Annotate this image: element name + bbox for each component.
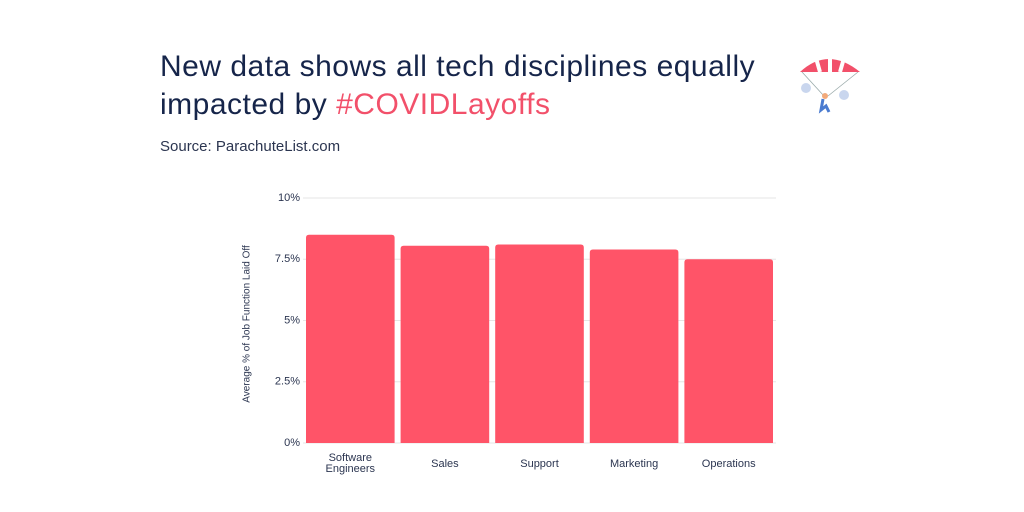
y-tick-label: 7.5%: [275, 253, 300, 265]
y-tick-label: 2.5%: [275, 376, 300, 388]
x-tick-label: Support: [520, 457, 559, 470]
y-tick-label: 5%: [284, 314, 300, 326]
x-tick-label: Marketing: [609, 457, 659, 470]
y-tick-label: 10%: [278, 192, 300, 204]
title-hashtag: #COVIDLayoffs: [336, 88, 551, 121]
x-tick-label: Sales: [431, 457, 459, 470]
bar: [589, 249, 679, 443]
chart-title: New data shows all tech disciplines equa…: [160, 48, 800, 124]
x-tick-label: Software Engineers: [325, 452, 376, 475]
y-tick-label: 0%: [284, 437, 300, 449]
bar: [495, 244, 584, 443]
bar: [400, 245, 490, 443]
parachute-icon: [800, 54, 860, 114]
y-axis-label: Average % of Job Function Laid Off: [242, 245, 253, 403]
title-text: New data shows all tech disciplines equa…: [160, 50, 756, 121]
source: Source: ParachuteList.com: [160, 138, 341, 155]
bar: [306, 234, 395, 443]
bar: [684, 259, 773, 443]
x-tick-label: Operations: [701, 457, 756, 470]
